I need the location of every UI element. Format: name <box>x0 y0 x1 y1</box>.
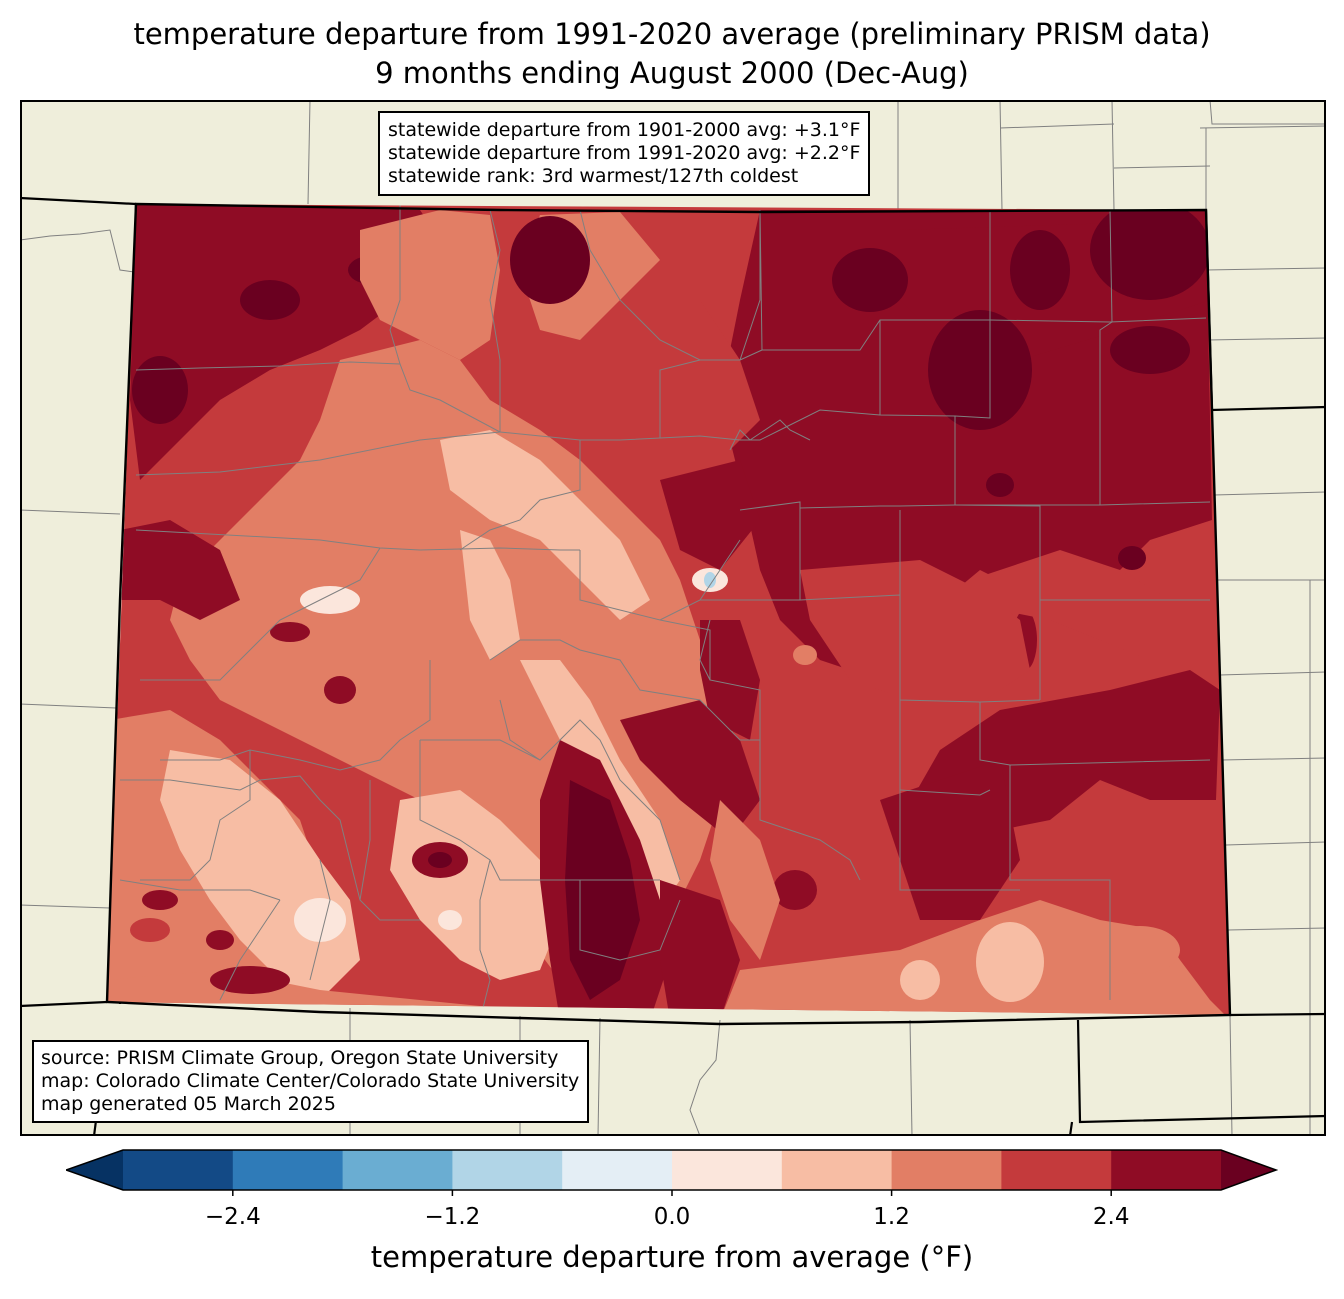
colorbar-tick-label: 1.2 <box>873 1204 910 1230</box>
colorbar-bin-3 <box>452 1150 563 1190</box>
temperature-field <box>107 204 1230 1015</box>
colorbar-tick-label: −1.2 <box>424 1204 481 1230</box>
colorbar-bin-5 <box>672 1150 783 1190</box>
neighbor-county-lines <box>20 100 1326 1136</box>
colorbar-bin-1 <box>232 1150 344 1190</box>
colorbar-bin-7 <box>891 1150 1002 1190</box>
colorbar-bin-9 <box>1111 1150 1222 1190</box>
stats-line-1991-2020: statewide departure from 1991-2020 avg: … <box>388 142 861 164</box>
source-line: source: PRISM Climate Group, Oregon Stat… <box>41 1047 559 1069</box>
colorbar-bin-2 <box>342 1150 453 1190</box>
stats-line-1901-2000: statewide departure from 1901-2000 avg: … <box>388 119 861 141</box>
map-title-line1: temperature departure from 1991-2020 ave… <box>133 17 1211 51</box>
colorbar-bin-4 <box>562 1150 673 1190</box>
colorbar-tick-label: −2.4 <box>204 1204 261 1230</box>
colorbar-under-arrow <box>66 1150 123 1190</box>
source-credit-box: source: PRISM Climate Group, Oregon Stat… <box>32 1040 590 1123</box>
colorbar-tick-label: 2.4 <box>1092 1204 1130 1230</box>
colorbar <box>66 1149 1278 1196</box>
colorbar-bin-6 <box>781 1150 893 1190</box>
map-generated-line: map generated 05 March 2025 <box>41 1093 336 1115</box>
map-title-line2: 9 months ending August 2000 (Dec-Aug) <box>375 56 969 90</box>
map-credit-line: map: Colorado Climate Center/Colorado St… <box>41 1070 580 1092</box>
colorbar-label: temperature departure from average (°F) <box>370 1240 974 1274</box>
county-lines <box>119 204 1211 1015</box>
colorbar-bin-8 <box>1001 1150 1112 1190</box>
stats-line-rank: statewide rank: 3rd warmest/127th coldes… <box>388 165 799 187</box>
colorado-temperature-map <box>20 100 1326 1136</box>
colorado-boundary <box>105 202 1232 1026</box>
colorbar-tick-label: 0.0 <box>653 1204 691 1230</box>
statewide-stats-box: statewide departure from 1901-2000 avg: … <box>378 111 871 196</box>
colorbar-outline <box>66 1149 1278 1191</box>
colorbar-bin-0 <box>123 1150 234 1190</box>
map-frame <box>20 100 1326 1136</box>
colorbar-over-arrow <box>1221 1150 1276 1190</box>
